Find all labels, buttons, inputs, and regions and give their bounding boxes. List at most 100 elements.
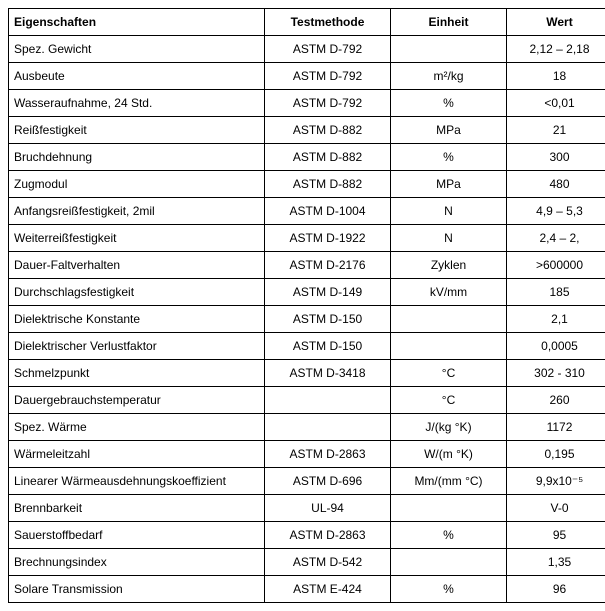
cell-value: 480 <box>507 171 605 198</box>
cell-value: >600000 <box>507 252 605 279</box>
cell-unit <box>391 495 507 522</box>
cell-unit: N <box>391 198 507 225</box>
cell-unit: Mm/(mm °C) <box>391 468 507 495</box>
cell-property: Solare Transmission <box>9 576 265 603</box>
cell-unit: m²/kg <box>391 63 507 90</box>
cell-value: 1,35 <box>507 549 605 576</box>
cell-method <box>265 414 391 441</box>
cell-method: ASTM D-792 <box>265 63 391 90</box>
table-row: SchmelzpunktASTM D-3418°C302 - 310 <box>9 360 605 387</box>
cell-method: ASTM D-792 <box>265 36 391 63</box>
table-row: WeiterreißfestigkeitASTM D-1922N2,4 – 2, <box>9 225 605 252</box>
cell-value: 95 <box>507 522 605 549</box>
cell-method: ASTM D-2863 <box>265 522 391 549</box>
cell-property: Reißfestigkeit <box>9 117 265 144</box>
table-row: AusbeuteASTM D-792m²/kg18 <box>9 63 605 90</box>
cell-value: 21 <box>507 117 605 144</box>
cell-property: Linearer Wärmeausdehnungskoeffizient <box>9 468 265 495</box>
cell-unit <box>391 36 507 63</box>
cell-method: ASTM D-150 <box>265 306 391 333</box>
cell-property: Sauerstoffbedarf <box>9 522 265 549</box>
cell-method: UL-94 <box>265 495 391 522</box>
cell-unit: kV/mm <box>391 279 507 306</box>
cell-value: 2,12 – 2,18 <box>507 36 605 63</box>
cell-unit: % <box>391 90 507 117</box>
cell-value: 2,4 – 2, <box>507 225 605 252</box>
cell-property: Wärmeleitzahl <box>9 441 265 468</box>
cell-value: V-0 <box>507 495 605 522</box>
table-row: SauerstoffbedarfASTM D-2863%95 <box>9 522 605 549</box>
cell-value: 96 <box>507 576 605 603</box>
cell-method: ASTM D-2863 <box>265 441 391 468</box>
cell-property: Dielektrische Konstante <box>9 306 265 333</box>
table-row: BruchdehnungASTM D-882%300 <box>9 144 605 171</box>
cell-property: Brennbarkeit <box>9 495 265 522</box>
cell-method: ASTM D-1004 <box>265 198 391 225</box>
cell-unit: N <box>391 225 507 252</box>
table-row: Dauergebrauchstemperatur °C260 <box>9 387 605 414</box>
cell-value: 302 - 310 <box>507 360 605 387</box>
cell-value: 260 <box>507 387 605 414</box>
cell-unit: W/(m °K) <box>391 441 507 468</box>
cell-property: Zugmodul <box>9 171 265 198</box>
cell-value: 2,1 <box>507 306 605 333</box>
table-row: ZugmodulASTM D-882MPa480 <box>9 171 605 198</box>
table-row: Spez. GewichtASTM D-792 2,12 – 2,18 <box>9 36 605 63</box>
header-value: Wert <box>507 9 605 36</box>
cell-method: ASTM D-3418 <box>265 360 391 387</box>
cell-value: 300 <box>507 144 605 171</box>
cell-property: Spez. Gewicht <box>9 36 265 63</box>
cell-unit: MPa <box>391 171 507 198</box>
cell-method: ASTM D-149 <box>265 279 391 306</box>
cell-unit: °C <box>391 387 507 414</box>
table-row: ReißfestigkeitASTM D-882MPa21 <box>9 117 605 144</box>
table-row: Wasseraufnahme, 24 Std.ASTM D-792%<0,01 <box>9 90 605 117</box>
table-row: BrechnungsindexASTM D-542 1,35 <box>9 549 605 576</box>
table-row: Anfangsreißfestigkeit, 2milASTM D-1004N4… <box>9 198 605 225</box>
cell-method: ASTM E-424 <box>265 576 391 603</box>
cell-unit: % <box>391 576 507 603</box>
cell-value: 0,195 <box>507 441 605 468</box>
cell-value: <0,01 <box>507 90 605 117</box>
table-row: DurchschlagsfestigkeitASTM D-149kV/mm185 <box>9 279 605 306</box>
table-row: Solare TransmissionASTM E-424%96 <box>9 576 605 603</box>
cell-property: Brechnungsindex <box>9 549 265 576</box>
cell-method: ASTM D-542 <box>265 549 391 576</box>
cell-unit: J/(kg °K) <box>391 414 507 441</box>
table-row: Dauer-FaltverhaltenASTM D-2176Zyklen>600… <box>9 252 605 279</box>
cell-method: ASTM D-696 <box>265 468 391 495</box>
header-unit: Einheit <box>391 9 507 36</box>
cell-unit: MPa <box>391 117 507 144</box>
cell-unit: Zyklen <box>391 252 507 279</box>
cell-property: Anfangsreißfestigkeit, 2mil <box>9 198 265 225</box>
cell-property: Ausbeute <box>9 63 265 90</box>
header-method: Testmethode <box>265 9 391 36</box>
cell-property: Schmelzpunkt <box>9 360 265 387</box>
cell-unit: °C <box>391 360 507 387</box>
table-row: Dielektrischer VerlustfaktorASTM D-1500,… <box>9 333 605 360</box>
cell-method: ASTM D-882 <box>265 144 391 171</box>
cell-property: Durchschlagsfestigkeit <box>9 279 265 306</box>
cell-property: Dielektrischer Verlustfaktor <box>9 333 265 360</box>
cell-value: 0,0005 <box>507 333 605 360</box>
cell-property: Wasseraufnahme, 24 Std. <box>9 90 265 117</box>
cell-unit: % <box>391 522 507 549</box>
table-row: Dielektrische KonstanteASTM D-150 2,1 <box>9 306 605 333</box>
header-row: Eigenschaften Testmethode Einheit Wert <box>9 9 605 36</box>
cell-value: 4,9 – 5,3 <box>507 198 605 225</box>
cell-value: 1172 <box>507 414 605 441</box>
cell-unit <box>391 549 507 576</box>
table-row: BrennbarkeitUL-94 V-0 <box>9 495 605 522</box>
table-row: WärmeleitzahlASTM D-2863W/(m °K)0,195 <box>9 441 605 468</box>
cell-property: Dauergebrauchstemperatur <box>9 387 265 414</box>
cell-property: Spez. Wärme <box>9 414 265 441</box>
cell-property: Dauer-Faltverhalten <box>9 252 265 279</box>
cell-method <box>265 387 391 414</box>
table-row: Linearer WärmeausdehnungskoeffizientASTM… <box>9 468 605 495</box>
header-property: Eigenschaften <box>9 9 265 36</box>
cell-value: 185 <box>507 279 605 306</box>
cell-value: 9,9x10⁻⁵ <box>507 468 605 495</box>
cell-property: Bruchdehnung <box>9 144 265 171</box>
cell-unit <box>391 306 507 333</box>
cell-value: 18 <box>507 63 605 90</box>
